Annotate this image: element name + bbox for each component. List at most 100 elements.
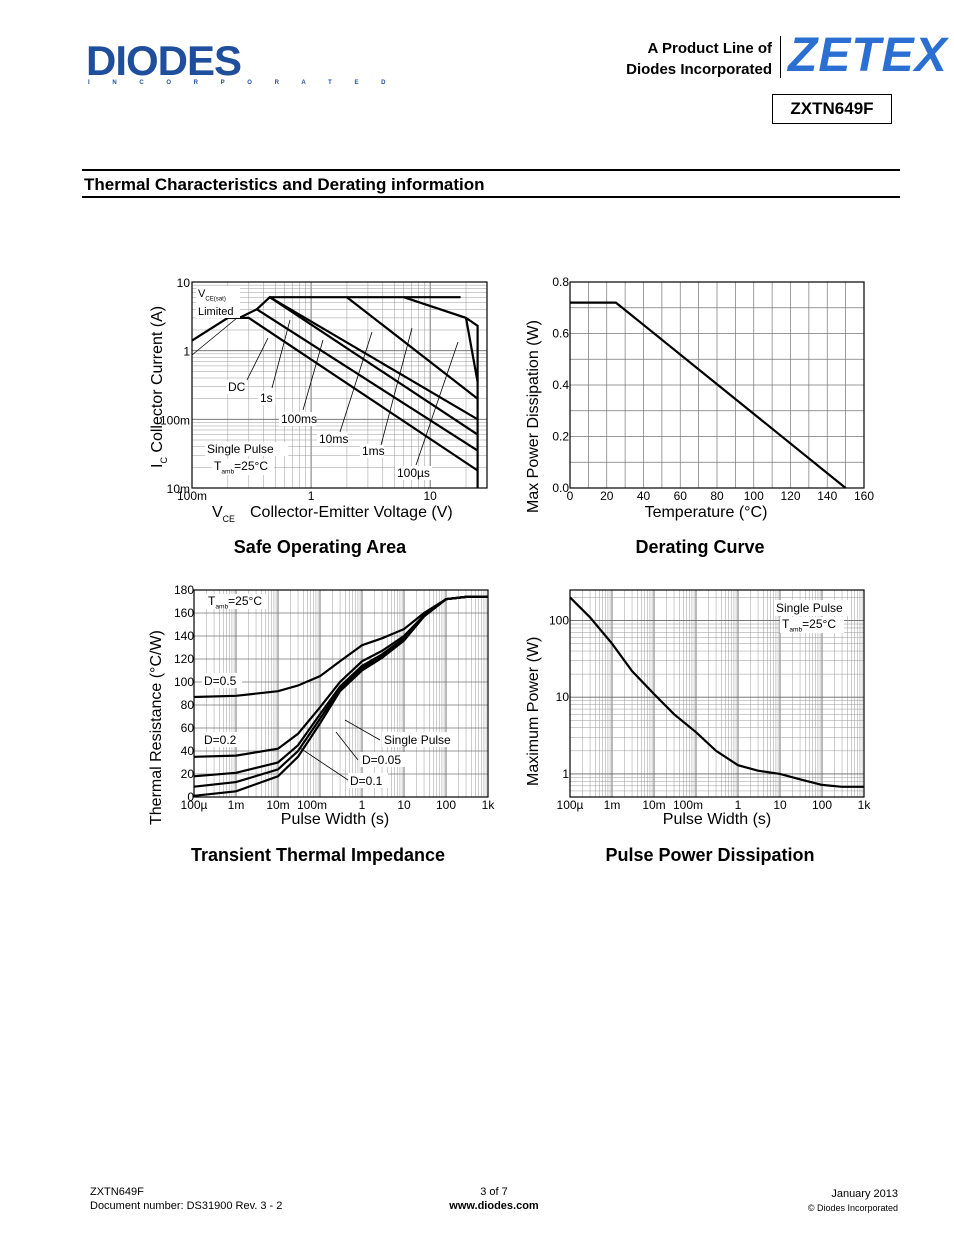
tti-x-tick: 10m bbox=[266, 798, 289, 812]
tti-label-pulse: Single Pulse bbox=[384, 733, 451, 747]
ppd-y-tick: 10 bbox=[556, 690, 570, 704]
footer-left: ZXTN649F Document number: DS31900 Rev. 3… bbox=[90, 1185, 282, 1213]
soa-label-100ms: 100ms bbox=[281, 412, 317, 426]
tti-plot-frame bbox=[193, 589, 489, 798]
footer-page: 3 of 7 bbox=[480, 1186, 508, 1198]
soa-series-1s bbox=[238, 308, 479, 452]
tti-y-tick: 120 bbox=[174, 652, 194, 666]
soa-x-tick: 100m bbox=[177, 489, 207, 503]
ppd-ylabel: Maximum Power (W) bbox=[525, 637, 542, 786]
tti-x-tick: 10 bbox=[397, 798, 411, 812]
tti-x-tick: 1m bbox=[228, 798, 245, 812]
pulse-power-title: Pulse Power Dissipation bbox=[605, 845, 815, 865]
ppd-xlabel: Pulse Width (s) bbox=[663, 811, 771, 828]
tti-label-d02-bg bbox=[202, 732, 242, 747]
tti-label-d02: D=0.2 bbox=[204, 733, 237, 747]
soa-series-100ms bbox=[256, 295, 479, 436]
soa-title: Safe Operating Area bbox=[233, 537, 407, 557]
tti-y-tick: 60 bbox=[181, 721, 195, 735]
soa-label-dc: DC bbox=[228, 380, 246, 394]
derating-x-tick: 100 bbox=[744, 489, 764, 503]
soa-leader bbox=[302, 339, 324, 411]
pulse-power-chart: 100 10 1 100µ 1m 10m 100m 1 10 100 1k Pulse Width (… bbox=[525, 589, 871, 828]
derating-y-tick: 0.2 bbox=[552, 430, 569, 444]
tti-x-tick: 100 bbox=[436, 798, 456, 812]
soa-label-tamb: Tamb=25°C bbox=[214, 459, 268, 476]
soa-label-100us-bg bbox=[395, 466, 432, 480]
soa-leader bbox=[415, 341, 459, 466]
transient-title: Transient Thermal Impedance bbox=[190, 845, 446, 865]
soa-leader bbox=[246, 337, 269, 381]
soa-label-limited: Limited bbox=[198, 306, 233, 318]
diodes-logo: DIODES bbox=[86, 37, 242, 84]
tti-y-tick: 100 bbox=[174, 675, 194, 689]
soa-y-tick: 10 bbox=[177, 276, 191, 290]
soa-label-vcesat: VCE(sat) bbox=[198, 288, 226, 302]
ppd-label-pulse-bg bbox=[774, 600, 850, 616]
zetex-logo: ZETEX bbox=[788, 29, 948, 82]
derating-x-tick: 160 bbox=[854, 489, 874, 503]
tti-label-d01: D=0.1 bbox=[350, 774, 383, 788]
derating-x-tick: 40 bbox=[637, 489, 651, 503]
soa-series-10ms bbox=[269, 296, 479, 421]
header-divider bbox=[780, 36, 781, 78]
footer-url[interactable]: www.diodes.com bbox=[449, 1200, 539, 1212]
derating-x-tick: 60 bbox=[674, 489, 688, 503]
derating-ylabel: Max Power Dissipation (W) bbox=[525, 320, 542, 513]
derating-title: Derating Curve bbox=[635, 537, 765, 557]
ppd-series bbox=[569, 596, 864, 788]
part-number-box: ZXTN649F bbox=[772, 94, 892, 124]
footer-docnum: Document number: DS31900 Rev. 3 - 2 bbox=[90, 1200, 283, 1212]
soa-series-1ms bbox=[346, 296, 479, 400]
tti-label-pulse-bg bbox=[382, 732, 456, 747]
product-line: A Product Line of Diodes Incorporated bbox=[600, 38, 772, 80]
soa-x-tick: 1 bbox=[308, 489, 315, 503]
soa-label-pulse-bg bbox=[205, 442, 289, 456]
section-rule-bottom bbox=[82, 196, 900, 198]
tti-label-d01-bg bbox=[348, 773, 388, 788]
derating-y-tick: 0.8 bbox=[552, 275, 569, 289]
derating-x-tick: 20 bbox=[600, 489, 614, 503]
soa-label-1s: 1s bbox=[260, 391, 273, 405]
soa-y-tick: 10m bbox=[167, 482, 190, 496]
soa-label-pulse: Single Pulse bbox=[207, 442, 274, 456]
tti-label-d05: D=0.5 bbox=[204, 674, 237, 688]
tti-x-tick: 100µ bbox=[181, 798, 208, 812]
tti-label-tamb-bg bbox=[206, 594, 268, 609]
footer-date: January 2013 bbox=[831, 1188, 898, 1200]
derating-x-tick: 80 bbox=[710, 489, 724, 503]
ppd-x-tick: 100 bbox=[812, 798, 832, 812]
soa-label-1ms-bg bbox=[360, 444, 384, 458]
soa-leader bbox=[339, 331, 373, 433]
soa-xlabel: Collector-Emitter Voltage (V) bbox=[250, 504, 453, 521]
derating-x-tick: 140 bbox=[817, 489, 837, 503]
soa-xlabel-sym: VCE bbox=[212, 504, 235, 524]
product-line-2: Diodes Incorporated bbox=[626, 61, 772, 78]
soa-label-bg bbox=[196, 286, 240, 318]
derating-x-tick: 0 bbox=[567, 489, 574, 503]
tti-label-tamb: Tamb=25°C bbox=[208, 594, 262, 611]
soa-label-1ms: 1ms bbox=[362, 444, 385, 458]
soa-label-1s-bg bbox=[258, 391, 276, 405]
derating-x-tick: 120 bbox=[780, 489, 800, 503]
soa-leader-vce bbox=[191, 317, 238, 356]
section-rule-top bbox=[82, 169, 900, 171]
soa-series-maxvoltage bbox=[465, 316, 479, 488]
tti-leader bbox=[344, 719, 381, 741]
derating-y-tick: 0.0 bbox=[552, 481, 569, 495]
footer-part: ZXTN649F bbox=[90, 1186, 144, 1198]
derating-series bbox=[570, 301, 847, 489]
tti-y-tick: 180 bbox=[174, 583, 194, 597]
footer-center: 3 of 7 www.diodes.com bbox=[394, 1185, 594, 1213]
soa-label-tamb-bg bbox=[212, 459, 274, 475]
product-line-1: A Product Line of bbox=[647, 40, 772, 57]
diodes-logo-sub: I N C O R P O R A T E D bbox=[88, 80, 396, 86]
soa-series-100s bbox=[403, 296, 479, 383]
section-title: Thermal Characteristics and Derating inf… bbox=[84, 175, 485, 194]
tti-xlabel: Pulse Width (s) bbox=[281, 811, 389, 828]
ppd-label-tamb: Tamb=25°C bbox=[782, 617, 836, 634]
soa-y-tick: 100m bbox=[160, 413, 190, 427]
tti-leader bbox=[299, 747, 349, 781]
footer-copyright: © Diodes Incorporated bbox=[807, 1203, 898, 1213]
